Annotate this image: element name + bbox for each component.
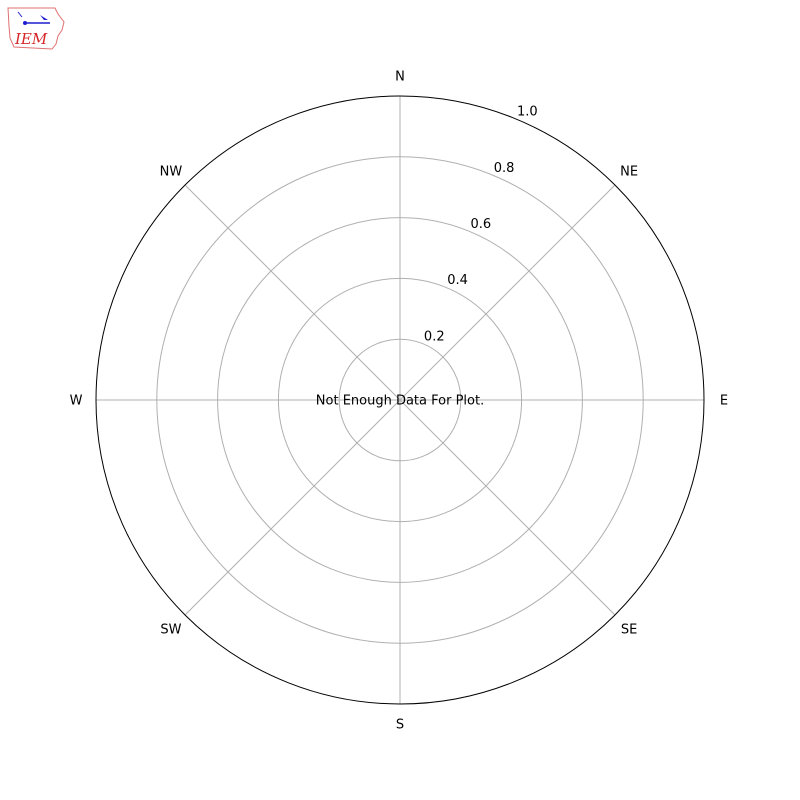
radial-tick-label: 1.0	[517, 105, 538, 120]
spoke-se	[399, 399, 616, 616]
radial-tick-label: 0.4	[447, 273, 468, 288]
direction-label-n: N	[395, 70, 405, 85]
spoke-nw	[184, 184, 401, 401]
spoke-ne	[399, 184, 616, 401]
direction-label-se: SE	[621, 623, 637, 638]
direction-label-ne: NE	[620, 164, 638, 179]
iem-logo: IEM	[7, 7, 65, 50]
ring-0.6	[217, 217, 583, 583]
ring-0.8	[156, 156, 644, 644]
ring-0.4	[277, 277, 523, 523]
radial-tick-label: 0.6	[470, 217, 491, 232]
radial-tick-label: 0.8	[494, 161, 515, 176]
direction-label-nw: NW	[160, 164, 183, 179]
polar-frame	[95, 95, 705, 705]
direction-label-s: S	[396, 718, 404, 733]
no-data-message: Not Enough Data For Plot.	[316, 394, 484, 409]
direction-label-sw: SW	[160, 623, 181, 638]
ring-0.2	[338, 338, 462, 462]
spoke-sw	[184, 399, 401, 616]
radial-tick-label: 0.2	[424, 329, 445, 344]
logo-text: IEM	[14, 30, 48, 48]
direction-label-w: W	[70, 394, 83, 409]
direction-label-e: E	[720, 394, 728, 409]
